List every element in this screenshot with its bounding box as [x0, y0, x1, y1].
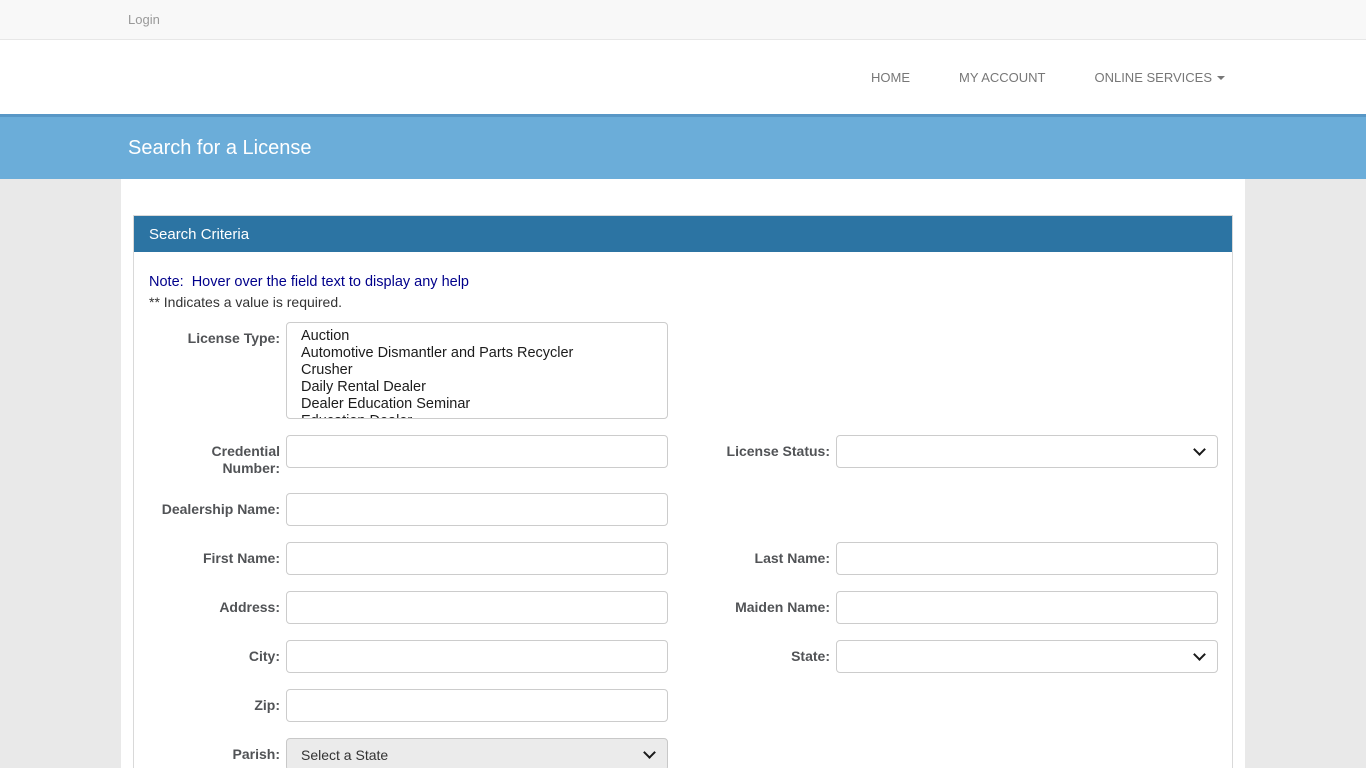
main-nav: HOME MY ACCOUNT ONLINE SERVICES — [838, 60, 1241, 95]
zip-row: Zip: — [149, 689, 1217, 722]
address-input[interactable] — [286, 591, 668, 624]
nav-item-my-account[interactable]: MY ACCOUNT — [959, 69, 1046, 85]
parish-value: Select a State — [301, 746, 389, 763]
state-label: State: — [791, 648, 830, 664]
zip-label: Zip: — [254, 697, 280, 713]
city-input[interactable] — [286, 640, 668, 673]
city-state-row: City: State: — [149, 640, 1218, 673]
search-criteria-panel: Search Criteria Note: Hover over the fie… — [133, 215, 1233, 768]
top-login-bar: Login — [0, 0, 1366, 40]
parish-select[interactable]: Select a State — [286, 738, 668, 768]
maiden-name-label: Maiden Name: — [735, 599, 830, 615]
last-name-label: Last Name: — [754, 550, 830, 566]
first-name-input[interactable] — [286, 542, 668, 575]
first-name-label: First Name: — [202, 550, 280, 566]
chevron-down-icon — [643, 746, 656, 759]
caret-down-icon — [1217, 76, 1225, 81]
license-type-option[interactable]: Education Dealer — [301, 413, 667, 418]
address-row: Address: Maiden Name: — [149, 591, 1218, 624]
page-title: Search for a License — [128, 136, 312, 159]
dealership-name-input[interactable] — [286, 493, 668, 526]
login-link[interactable]: Login — [128, 12, 160, 27]
parish-label: Parish: — [232, 746, 280, 762]
required-hint: ** Indicates a value is required. — [149, 294, 342, 310]
state-select[interactable] — [836, 640, 1218, 673]
license-type-label: License Type: — [187, 330, 280, 346]
last-name-input[interactable] — [836, 542, 1218, 575]
chevron-down-icon — [1193, 443, 1206, 456]
dealership-name-label: Dealership Name: — [161, 501, 280, 517]
license-type-listbox[interactable]: Auction Automotive Dismantler and Parts R… — [286, 322, 668, 419]
credential-status-row: Credential Number: License Status: — [149, 435, 1218, 477]
nav-item-home[interactable]: HOME — [871, 69, 911, 85]
credential-number-input[interactable] — [286, 435, 668, 468]
license-type-option[interactable]: Daily Rental Dealer — [301, 379, 426, 395]
license-type-option[interactable]: Automotive Dismantler and Parts Recycler — [301, 345, 574, 361]
panel-body: Note: Hover over the field text to displ… — [134, 252, 1232, 768]
hero-banner: Search for a License — [0, 114, 1366, 179]
license-status-label: License Status: — [726, 443, 830, 459]
panel-title: Search Criteria — [149, 225, 250, 243]
license-type-option[interactable]: Crusher — [301, 362, 353, 378]
chevron-down-icon — [1193, 648, 1206, 661]
name-row: First Name: Last Name: — [149, 542, 1218, 575]
panel-header: Search Criteria — [134, 216, 1232, 252]
license-type-option[interactable]: Auction — [301, 328, 350, 344]
parish-row: Parish: Select a State — [149, 738, 1217, 768]
credential-number-label: Credential Number: — [211, 443, 280, 476]
address-label: Address: — [219, 599, 280, 615]
dealership-row: Dealership Name: — [149, 493, 1217, 526]
license-status-select[interactable] — [836, 435, 1218, 468]
maiden-name-input[interactable] — [836, 591, 1218, 624]
nav-item-online-services[interactable]: ONLINE SERVICES — [1078, 60, 1241, 95]
city-label: City: — [248, 648, 280, 664]
license-type-row: License Type: Auction Automotive Dismantl… — [149, 322, 1217, 419]
content-column: Search Criteria Note: Hover over the fie… — [121, 179, 1245, 768]
help-note: Note: Hover over the field text to displ… — [149, 274, 469, 290]
license-type-option[interactable]: Dealer Education Seminar — [301, 396, 471, 412]
nav-item-online-services-label: ONLINE SERVICES — [1094, 69, 1212, 85]
zip-input[interactable] — [286, 689, 668, 722]
site-header: HOME MY ACCOUNT ONLINE SERVICES — [0, 40, 1366, 114]
